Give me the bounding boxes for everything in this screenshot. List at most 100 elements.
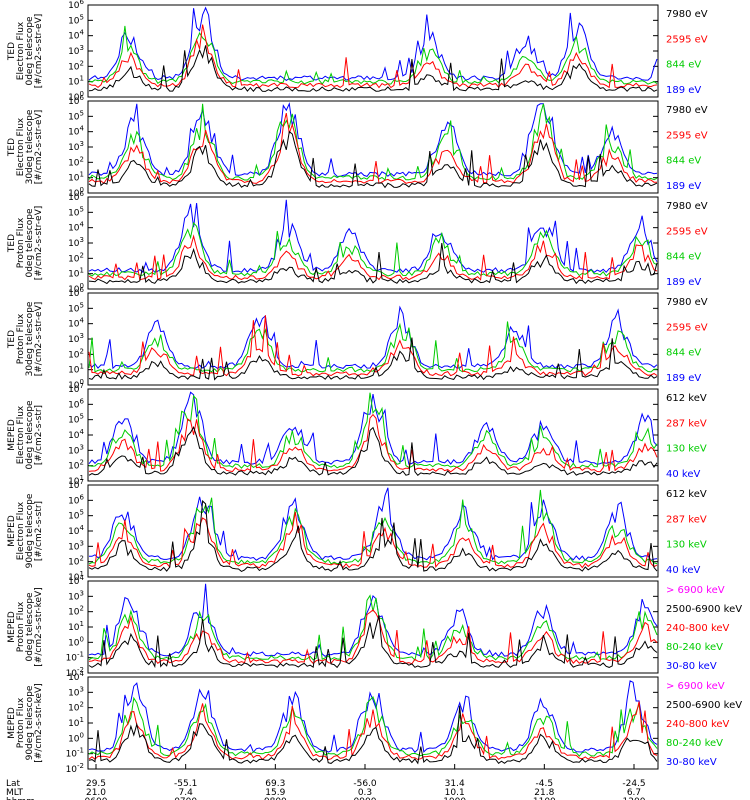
y-tick-label: 104	[68, 574, 84, 587]
flux-trace	[88, 130, 658, 189]
y-tick-label: 100	[68, 282, 84, 295]
y-tick-label: 104	[68, 221, 84, 234]
y-tick-label: 101	[68, 570, 84, 583]
y-axis-label: 0deg telescope	[25, 16, 35, 86]
panel-6: 101 102 103 104 105 106 107 MEPED Electron Flux 9…	[7, 478, 707, 583]
y-axis-label: 30deg telescope	[25, 109, 35, 184]
x-tick-hhmm: 1000	[443, 797, 466, 800]
flux-trace	[88, 487, 658, 561]
flux-trace	[88, 609, 658, 665]
x-tick-mlt: 15.9	[265, 788, 285, 798]
legend-entry: 189 eV	[666, 85, 701, 96]
y-axis-label: 0deg telescope	[25, 400, 35, 470]
y-tick-label: 102	[68, 459, 84, 472]
x-tick-hhmm: 1200	[623, 797, 646, 800]
flux-trace	[88, 413, 658, 473]
legend-entry: 2595 eV	[666, 130, 708, 141]
y-tick-label: 105	[68, 509, 84, 522]
y-axis-label: Electron Flux	[16, 117, 26, 176]
legend-entry: 2500-6900 keV	[666, 604, 742, 615]
flux-trace	[88, 112, 658, 185]
y-axis-label: Proton Flux	[16, 313, 26, 364]
y-tick-label: 106	[68, 94, 84, 107]
legend-entry: 612 keV	[666, 393, 707, 404]
y-tick-label: 106	[68, 0, 84, 11]
legend-entry: 844 eV	[666, 156, 701, 167]
panel-3: 100 101 102 103 104 105 106 TED Proton Flux 0deg …	[7, 190, 708, 295]
panel-2: 100 101 102 103 104 105 106 TED Electron Flux 30d…	[7, 94, 708, 199]
x-tick-lat: 29.5	[86, 779, 106, 789]
legend-entry: 7980 eV	[666, 105, 708, 116]
y-axis-label: Electron Flux	[16, 405, 26, 464]
flux-trace	[88, 199, 658, 274]
x-tick-mlt: 6.7	[627, 788, 641, 798]
flux-trace	[88, 6, 658, 82]
panel-1: 100 101 102 103 104 105 106 TED Electron Flux 0de…	[7, 0, 708, 103]
y-tick-label: 105	[68, 205, 84, 218]
y-tick-label: 101	[68, 75, 84, 88]
flux-trace	[88, 680, 658, 754]
x-tick-mlt: 0.3	[358, 788, 372, 798]
y-axis-label: TED	[7, 330, 17, 349]
y-tick-label: 104	[68, 125, 84, 138]
y-axis-label: Electron Flux	[16, 21, 26, 80]
x-tick-lat: -4.5	[536, 779, 554, 789]
legend-entry: 30-80 keV	[666, 661, 717, 672]
flux-trace	[88, 489, 658, 565]
y-tick-label: 102	[68, 555, 84, 568]
x-tick-mlt: 10.1	[445, 788, 465, 798]
y-tick-label: 102	[68, 347, 84, 360]
legend-entry: 2500-6900 keV	[666, 700, 742, 711]
panel-4: 100 101 102 103 104 105 106 TED Proton Flux 30deg…	[7, 286, 708, 391]
y-axis-label: TED	[7, 234, 17, 253]
legend-entry: 844 eV	[666, 60, 701, 71]
legend-entry: 7980 eV	[666, 9, 708, 20]
x-tick-hhmm: 0800	[264, 797, 287, 800]
legend-entry: 80-240 keV	[666, 738, 723, 749]
flux-trace	[88, 305, 658, 370]
panel-8: 10-2 10-1 100 101 102 103 104 MEPED Proton Flux 9…	[7, 670, 742, 775]
flux-trace	[88, 337, 658, 381]
y-tick-label: 101	[68, 267, 84, 280]
y-tick-label: 106	[68, 493, 84, 506]
flux-trace	[88, 321, 658, 373]
y-axis-label: [#/cm2-s-str-eV]	[34, 206, 44, 281]
legend-entry: 80-240 keV	[666, 642, 723, 653]
y-tick-label: 103	[68, 332, 84, 345]
flux-trace	[88, 242, 658, 285]
flux-trace	[88, 425, 658, 477]
flux-trace	[88, 25, 658, 85]
legend-entry: 287 keV	[666, 514, 707, 525]
y-axis-label: MEPED	[7, 515, 17, 547]
panel-frame	[87, 388, 659, 482]
y-tick-label: 10-2	[66, 762, 84, 775]
y-tick-label: 101	[68, 363, 84, 376]
flux-trace	[88, 102, 658, 178]
flux-trace	[88, 392, 658, 469]
flux-trace	[88, 511, 658, 569]
y-axis-label: MEPED	[7, 611, 17, 643]
y-axis-label: Electron Flux	[16, 501, 26, 560]
flux-trace	[88, 583, 658, 658]
y-axis-label: 0deg telescope	[25, 592, 35, 662]
y-axis-label: [#/cm2-s-str-keV]	[34, 683, 44, 762]
flux-trace	[88, 234, 658, 281]
y-tick-label: 102	[68, 701, 84, 714]
legend-entry: 7980 eV	[666, 297, 708, 308]
y-tick-label: 101	[68, 620, 84, 633]
legend-entry: 612 keV	[666, 489, 707, 500]
y-tick-label: 104	[68, 670, 84, 683]
legend-entry: 130 keV	[666, 444, 707, 455]
y-axis-label: 90deg telescope	[25, 685, 35, 760]
legend-entry: 189 eV	[666, 181, 701, 192]
y-tick-label: 102	[68, 605, 84, 618]
y-tick-label: 100	[68, 635, 84, 648]
legend-entry: 189 eV	[666, 277, 701, 288]
legend-entry: 240-800 keV	[666, 623, 730, 634]
y-axis-label: [#/cm2-s-str]	[34, 405, 44, 465]
y-axis-label: 90deg telescope	[25, 493, 35, 568]
y-tick-label: 100	[68, 378, 84, 391]
x-tick-lat: -24.5	[622, 779, 645, 789]
